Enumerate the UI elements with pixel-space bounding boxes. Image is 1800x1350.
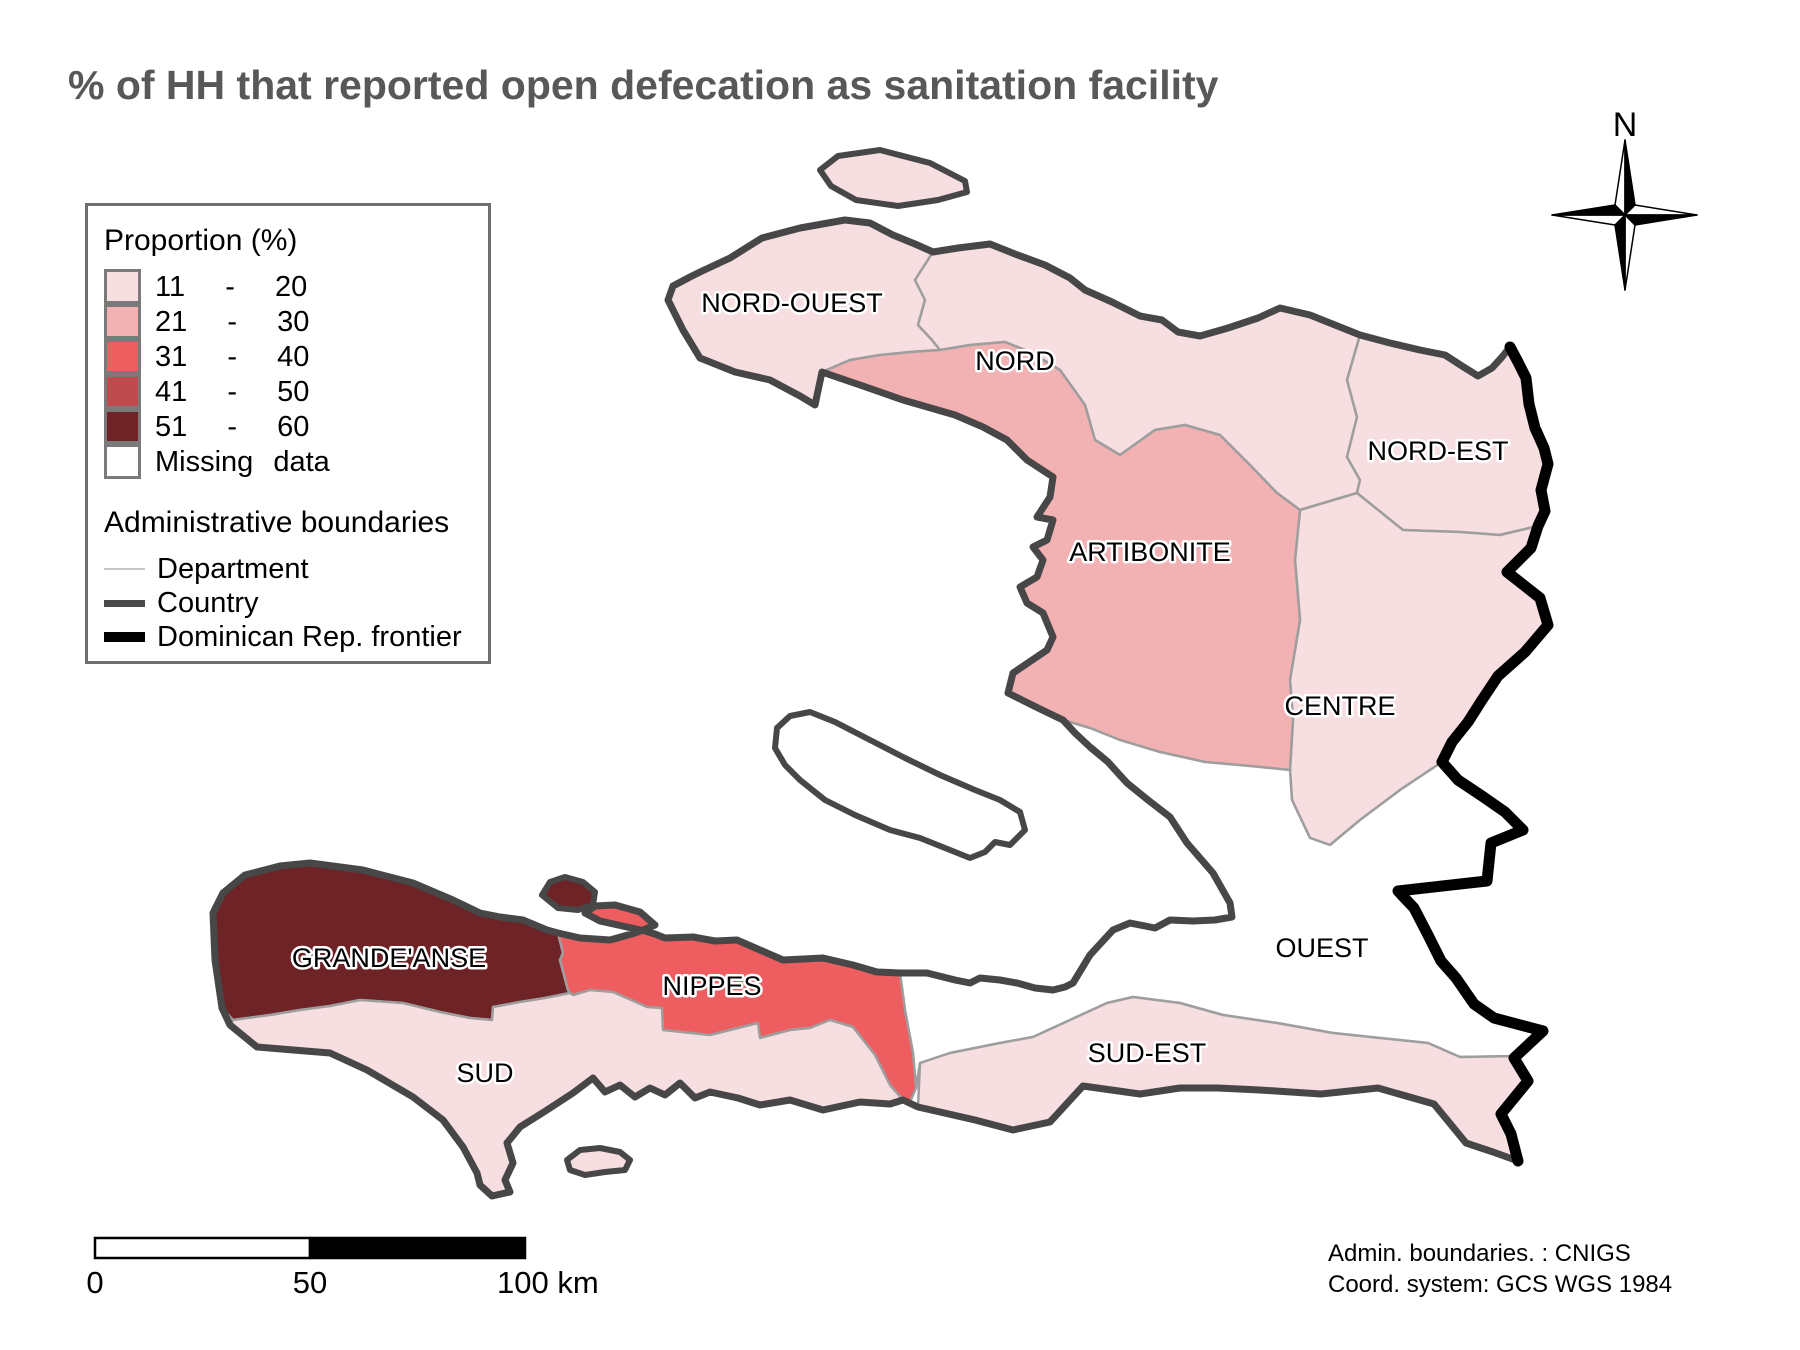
class-label: 21 - 30 — [155, 306, 310, 338]
compass-north-label: N — [1613, 106, 1638, 144]
class-label: 31 - 40 — [155, 341, 310, 373]
boundary-label: Dominican Rep. frontier — [157, 620, 462, 653]
legend-class-row: 21 - 30 — [104, 303, 488, 340]
scale-tick-50: 50 — [293, 1265, 327, 1300]
label-grande-anse: GRANDE'ANSE — [292, 943, 486, 973]
scale-tick-100: 100 km — [497, 1265, 599, 1300]
class-label: 51 - 60 — [155, 411, 310, 443]
legend-boundary-row: Country — [104, 586, 488, 620]
class-swatch-21-30 — [104, 303, 141, 339]
department-labels: NORD-OUEST NORD NORD-EST ARTIBONITE CENT… — [289, 286, 1511, 1091]
legend-class-row: 41 - 50 — [104, 373, 488, 410]
legend-box: Proportion (%) 11 - 20 21 - 30 31 - 40 4… — [85, 203, 491, 664]
class-swatch-51-60 — [104, 408, 141, 444]
page-title: % of HH that reported open defecation as… — [68, 62, 1219, 108]
legend-boundaries-heading: Administrative boundaries — [104, 506, 450, 539]
class-label: Missing data — [155, 446, 330, 478]
legend-class-row: 31 - 40 — [104, 338, 488, 375]
dominican-frontier-line — [1392, 341, 1554, 1167]
legend-proportion-heading: Proportion (%) — [104, 224, 298, 257]
class-swatch-41-50 — [104, 373, 141, 409]
label-ouest: OUEST — [1275, 933, 1368, 963]
label-sud-est: SUD-EST — [1088, 1038, 1207, 1068]
label-centre: CENTRE — [1284, 691, 1395, 721]
scale-tick-0: 0 — [86, 1265, 103, 1300]
dominican-frontier-line-sample — [104, 632, 145, 642]
islands — [539, 147, 1028, 1178]
scale-bar: 0 50 100 km — [86, 1236, 599, 1300]
legend-class-row: Missing data — [104, 443, 488, 480]
ile-a-vache — [564, 1145, 633, 1178]
credits: Admin. boundaries. : CNIGS Coord. system… — [1328, 1238, 1672, 1300]
legend-class-row: 11 - 20 — [104, 268, 488, 305]
label-nord-est: NORD-EST — [1368, 436, 1509, 466]
ile-de-la-gonave — [772, 709, 1028, 861]
class-swatch-missing — [104, 443, 141, 479]
ile-de-la-tortue — [817, 147, 970, 209]
boundary-label: Department — [157, 552, 309, 585]
class-swatch-11-20 — [104, 268, 141, 304]
label-nord: NORD — [975, 346, 1055, 376]
compass-rose-icon — [1551, 139, 1698, 291]
credits-line-1: Admin. boundaries. : CNIGS — [1328, 1240, 1631, 1267]
label-nord-ouest: NORD-OUEST — [701, 288, 883, 318]
department-line-sample — [104, 568, 145, 570]
label-nippes: NIPPES — [662, 971, 761, 1001]
credits-line-2: Coord. system: GCS WGS 1984 — [1328, 1271, 1673, 1298]
class-label: 11 - 20 — [155, 271, 308, 303]
class-swatch-31-40 — [104, 338, 141, 374]
department-grande-anse — [211, 861, 572, 1022]
legend-boundary-row: Dominican Rep. frontier — [104, 620, 488, 654]
class-label: 41 - 50 — [155, 376, 310, 408]
legend-boundary-row: Department — [104, 552, 488, 586]
legend-class-row: 51 - 60 — [104, 408, 488, 445]
cayemites-island — [539, 874, 598, 913]
boundary-label: Country — [157, 586, 259, 619]
label-artibonite: ARTIBONITE — [1069, 537, 1231, 567]
country-line-sample — [104, 599, 145, 607]
label-sud: SUD — [456, 1058, 513, 1088]
